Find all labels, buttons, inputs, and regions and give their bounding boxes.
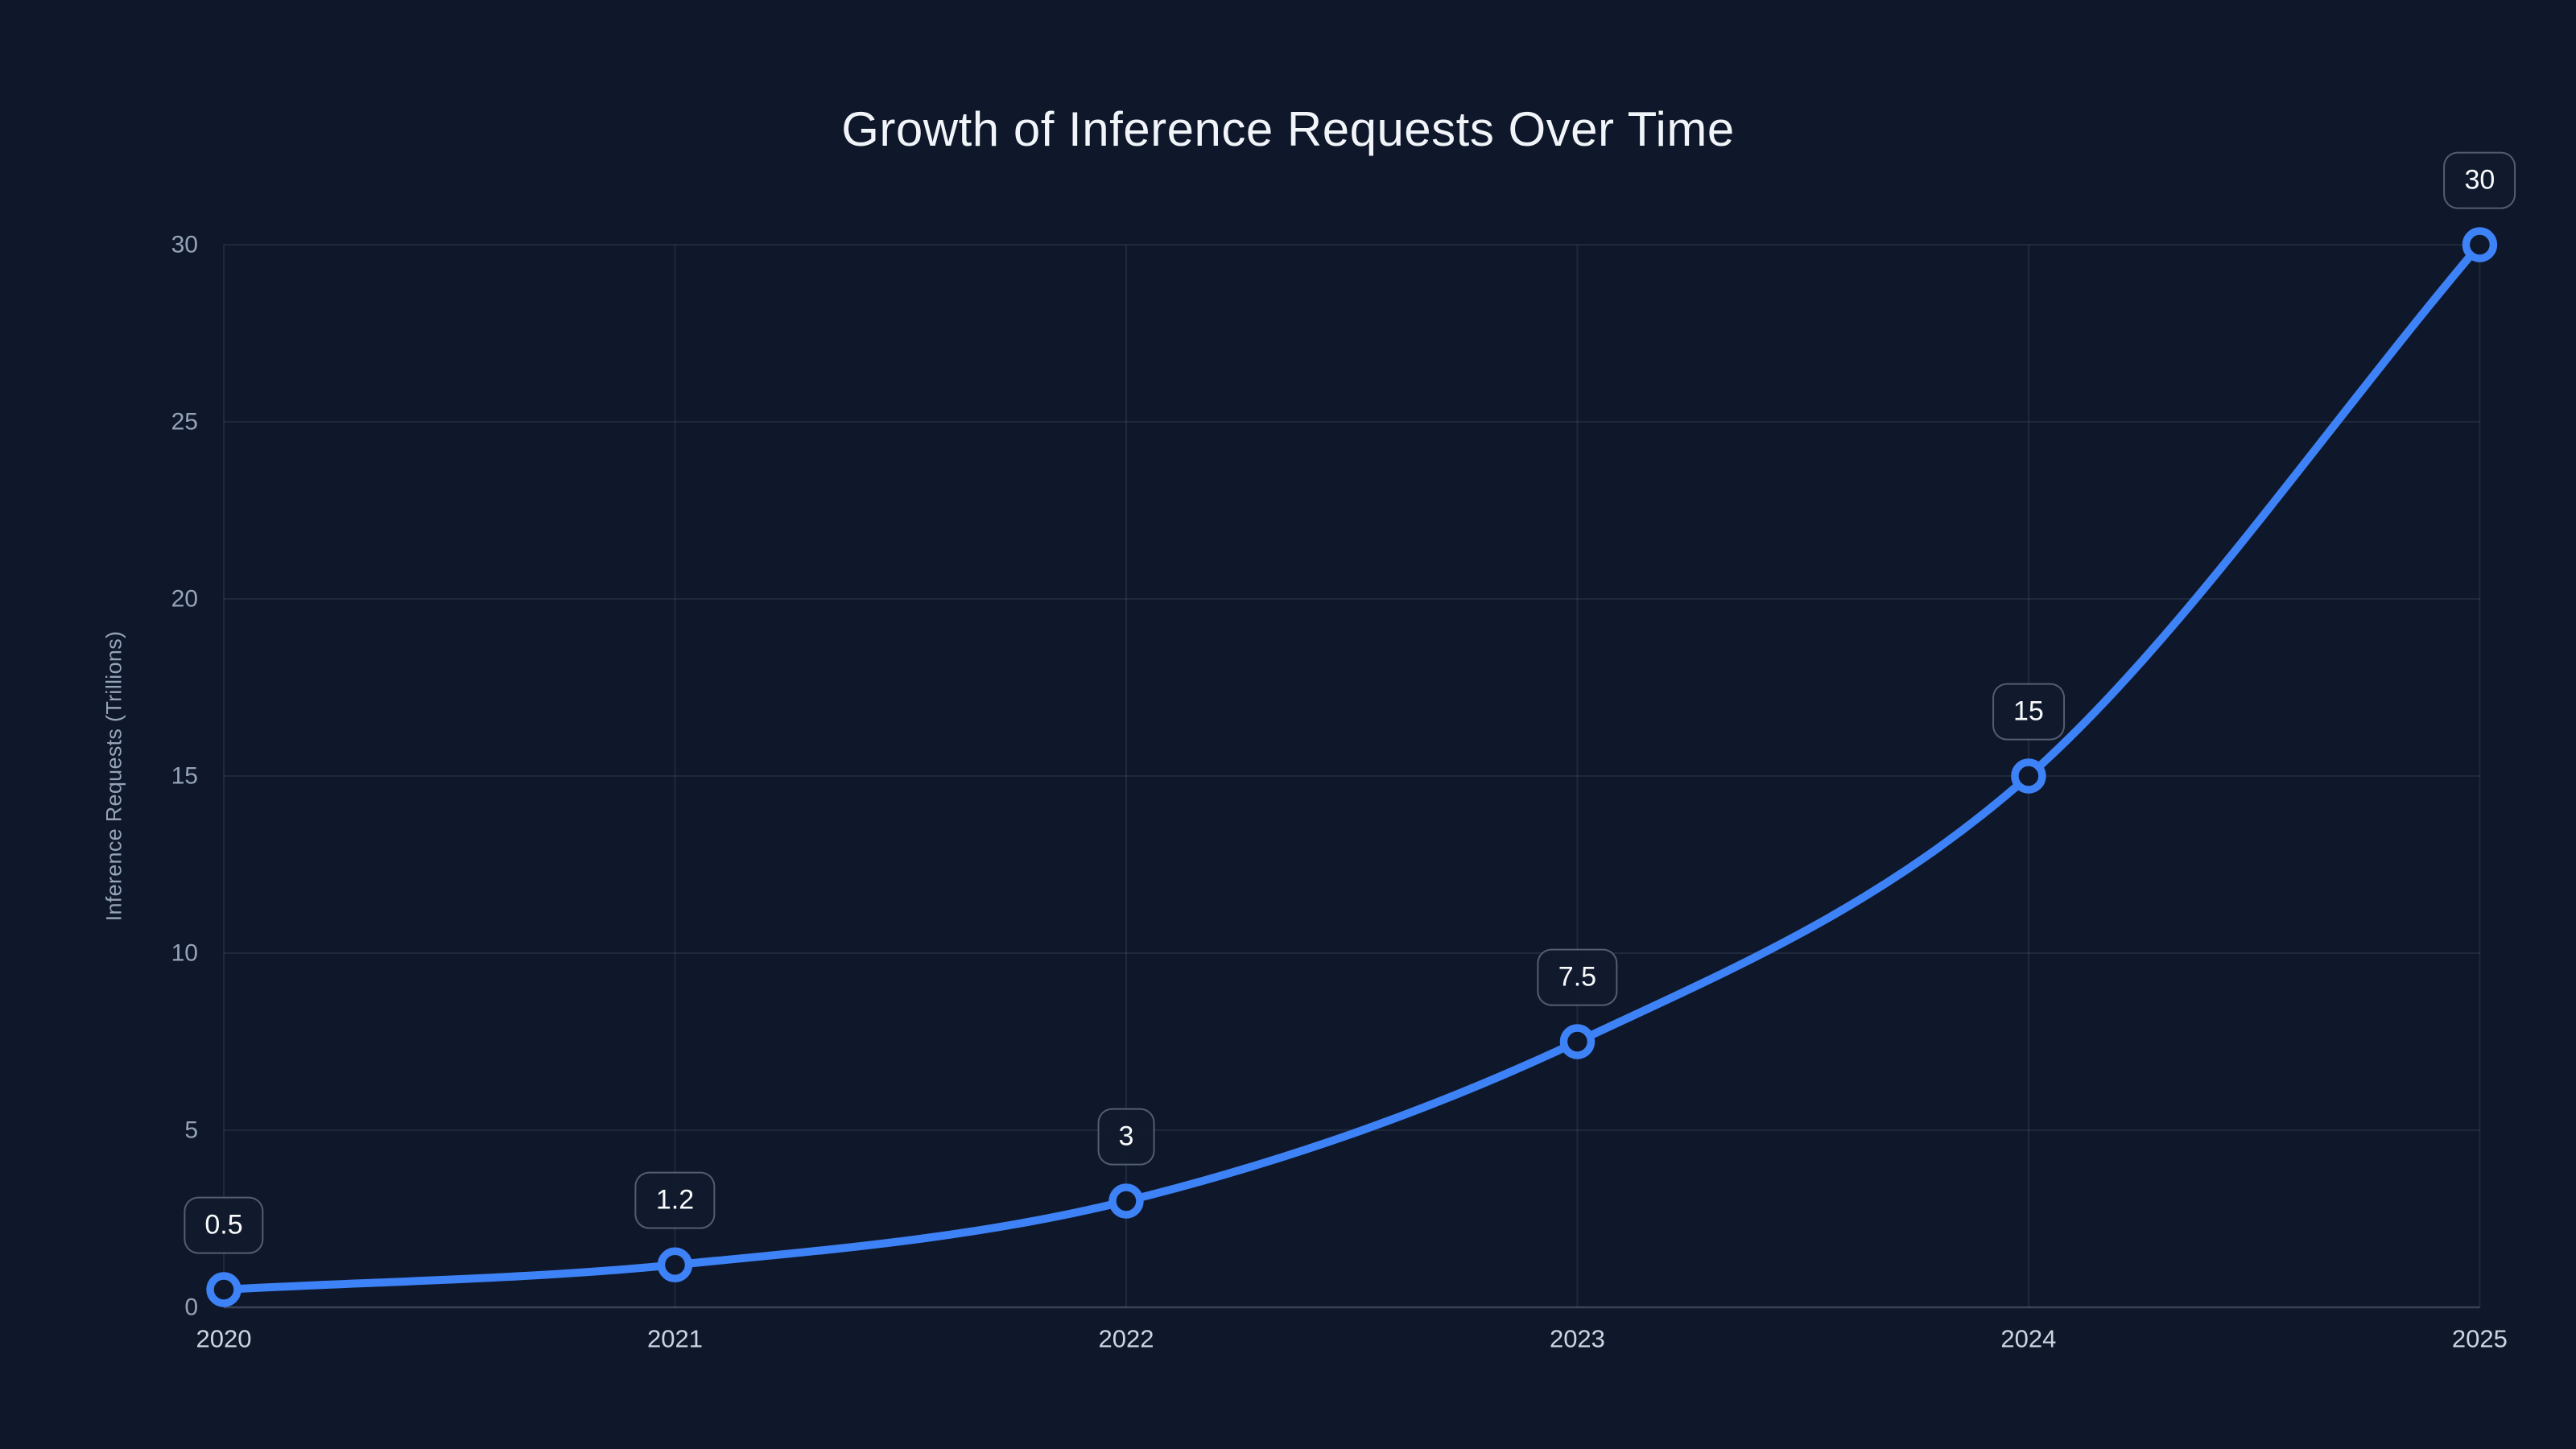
data-point-marker[interactable] bbox=[2011, 758, 2046, 794]
data-point-marker[interactable] bbox=[657, 1247, 693, 1282]
y-tick-label: 25 bbox=[171, 409, 198, 436]
x-tick-label: 2022 bbox=[1098, 1325, 1154, 1353]
x-tick-label: 2025 bbox=[2452, 1325, 2508, 1353]
y-tick-label: 0 bbox=[184, 1294, 198, 1321]
x-tick-label: 2024 bbox=[2000, 1325, 2056, 1353]
y-tick-label: 20 bbox=[171, 586, 198, 613]
x-tick-label: 2023 bbox=[1550, 1325, 1605, 1353]
x-tick-label: 2021 bbox=[647, 1325, 703, 1353]
data-point-marker[interactable] bbox=[1108, 1183, 1144, 1219]
y-tick-label: 10 bbox=[171, 940, 198, 967]
data-point-marker[interactable] bbox=[2462, 227, 2498, 262]
series-line bbox=[220, 241, 2484, 1294]
y-tick-label: 30 bbox=[171, 232, 198, 258]
x-tick-label: 2020 bbox=[196, 1325, 252, 1353]
chart-title: Growth of Inference Requests Over Time bbox=[841, 102, 1735, 156]
y-tick-label: 5 bbox=[184, 1117, 198, 1144]
y-tick-label: 15 bbox=[171, 763, 198, 790]
data-point-marker[interactable] bbox=[206, 1272, 242, 1307]
data-point-marker[interactable] bbox=[1559, 1024, 1596, 1059]
